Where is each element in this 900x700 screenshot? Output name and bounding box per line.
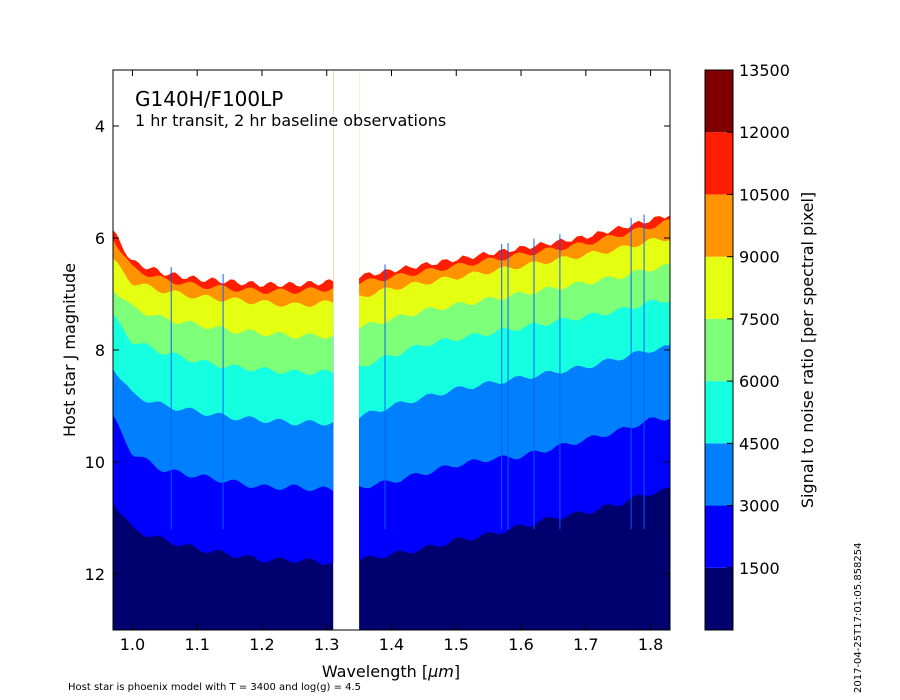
colorbar xyxy=(705,70,733,630)
colorbar-tick-label: 9000 xyxy=(739,248,780,267)
colorbar-tick-label: 4500 xyxy=(739,434,780,453)
y-tick-label: 4 xyxy=(95,117,105,136)
colorbar-swatch xyxy=(705,381,733,444)
x-tick-label: 1.6 xyxy=(508,635,533,654)
x-tick-label: 1.0 xyxy=(120,635,145,654)
colorbar-tick-label: 6000 xyxy=(739,372,780,391)
colorbar-tick-label: 10500 xyxy=(739,185,790,204)
x-tick-label: 1.3 xyxy=(314,635,339,654)
colorbar-swatch xyxy=(705,318,733,382)
x-tick-label: 1.2 xyxy=(249,635,274,654)
y-axis-ticks: 4 6 8 10 12 xyxy=(85,117,670,584)
unsaturated-white-region xyxy=(113,70,334,287)
colorbar-swatch xyxy=(705,567,733,630)
y-tick-label: 8 xyxy=(95,341,105,360)
x-tick-label: 1.5 xyxy=(444,635,469,654)
chart-subtitle: 1 hr transit, 2 hr baseline observations xyxy=(135,111,446,130)
x-axis-label: Wavelength [μm] xyxy=(322,662,460,681)
y-tick-label: 12 xyxy=(85,565,105,584)
colorbar-tick-label: 1500 xyxy=(739,559,780,578)
colorbar-swatch xyxy=(705,70,733,133)
colorbar-label: Signal to noise ratio [per spectral pixe… xyxy=(798,192,817,508)
colorbar-swatch xyxy=(705,443,733,506)
chart-title: G140H/F100LP xyxy=(135,87,283,111)
colorbar-tick-label: 13500 xyxy=(739,61,790,80)
y-tick-label: 10 xyxy=(85,453,105,472)
colorbar-swatch xyxy=(705,256,733,319)
footnote: Host star is phoenix model with T = 3400… xyxy=(68,682,362,693)
y-tick-label: 6 xyxy=(95,229,105,248)
x-tick-label: 1.7 xyxy=(573,635,598,654)
x-tick-label: 1.4 xyxy=(379,635,404,654)
unsaturated-white-region xyxy=(359,70,670,279)
colorbar-frame xyxy=(704,69,734,631)
timestamp: 2017-04-25T17:01:05.858254 xyxy=(853,542,864,694)
colorbar-swatch xyxy=(705,505,733,568)
colorbar-ticks: 1500 3000 4500 6000 7500 9000 10500 12000 13500 xyxy=(727,61,790,578)
colorbar-tick-label: 12000 xyxy=(739,123,790,142)
snr-heatmap xyxy=(113,70,670,630)
x-tick-label: 1.1 xyxy=(184,635,209,654)
colorbar-swatch xyxy=(705,132,733,195)
colorbar-swatch xyxy=(705,194,733,257)
colorbar-tick-label: 7500 xyxy=(739,310,780,329)
x-axis-ticks: 1.0 1.1 1.2 1.3 1.4 1.5 1.6 1.7 1.8 xyxy=(120,70,663,654)
colorbar-tick-label: 3000 xyxy=(739,497,780,516)
y-axis-label: Host star J magnitude xyxy=(60,263,79,437)
x-tick-label: 1.8 xyxy=(638,635,663,654)
